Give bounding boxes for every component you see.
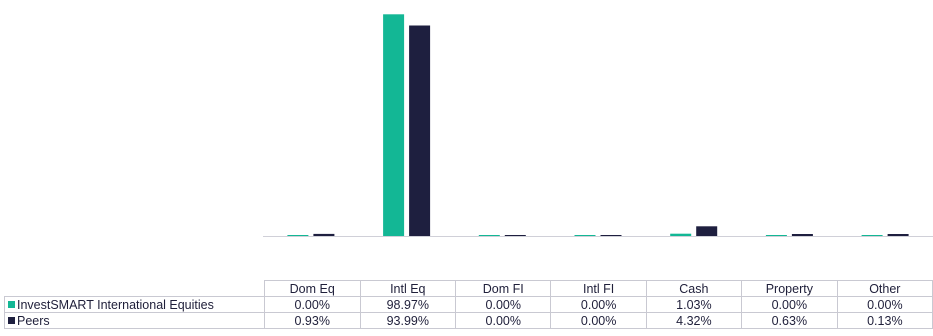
row-label-peers: Peers (4, 312, 265, 329)
column-header-dom-fi: Dom FI (455, 280, 552, 297)
data-cell: 0.00% (263, 296, 361, 313)
bar-peers-dom-eq (313, 233, 335, 236)
bar-peers-cash (696, 226, 718, 236)
row-label-investsmart: InvestSMART International Equities (4, 296, 265, 313)
bar-investsmart-cash (670, 233, 692, 236)
data-cell: 0.63% (741, 312, 838, 329)
bar-peers-intl-fi (600, 235, 622, 236)
data-table-row-peers: Peers 0.93% 93.99% 0.00% 0.00% 4.32% 0.6… (4, 312, 933, 329)
data-cell: 0.00% (741, 296, 838, 313)
series-name-peers: Peers (17, 313, 50, 328)
bar-investsmart-dom-eq (287, 235, 309, 236)
column-header-dom-eq: Dom Eq (263, 280, 361, 297)
data-cell: 0.00% (455, 296, 552, 313)
bar-peers-property (791, 234, 813, 236)
bar-chart (263, 14, 933, 237)
bar-investsmart-intl-fi (574, 235, 596, 236)
column-header-other: Other (836, 280, 933, 297)
column-header-property: Property (741, 280, 838, 297)
data-cell: 4.32% (645, 312, 743, 329)
data-cell: 1.03% (645, 296, 743, 313)
column-header-cash: Cash (645, 280, 743, 297)
legend-swatch-investsmart (8, 300, 15, 308)
data-table-row-investsmart: InvestSMART International Equities 0.00%… (4, 296, 933, 313)
legend-swatch-peers (8, 316, 15, 324)
bar-investsmart-property (765, 235, 787, 236)
column-header-intl-eq: Intl Eq (359, 280, 457, 297)
data-cell: 0.00% (550, 312, 647, 329)
data-cell: 98.97% (359, 296, 457, 313)
bar-investsmart-other (861, 235, 883, 236)
series-name-investsmart: InvestSMART International Equities (17, 297, 214, 312)
data-table-header-row: Dom Eq Intl Eq Dom FI Intl FI Cash Prope… (4, 280, 933, 297)
data-cell: 0.00% (836, 296, 933, 313)
bar-investsmart-intl-eq (383, 14, 405, 236)
data-cell: 0.00% (455, 312, 552, 329)
bar-investsmart-dom-fi (478, 235, 500, 236)
data-cell: 0.00% (550, 296, 647, 313)
column-header-intl-fi: Intl FI (550, 280, 647, 297)
data-table: Dom Eq Intl Eq Dom FI Intl FI Cash Prope… (4, 280, 933, 329)
data-table-corner (4, 280, 265, 297)
bar-peers-intl-eq (409, 25, 431, 236)
data-cell: 0.13% (836, 312, 933, 329)
bar-peers-other (887, 234, 909, 236)
bar-peers-dom-fi (504, 235, 526, 236)
data-cell: 93.99% (359, 312, 457, 329)
data-cell: 0.93% (263, 312, 361, 329)
